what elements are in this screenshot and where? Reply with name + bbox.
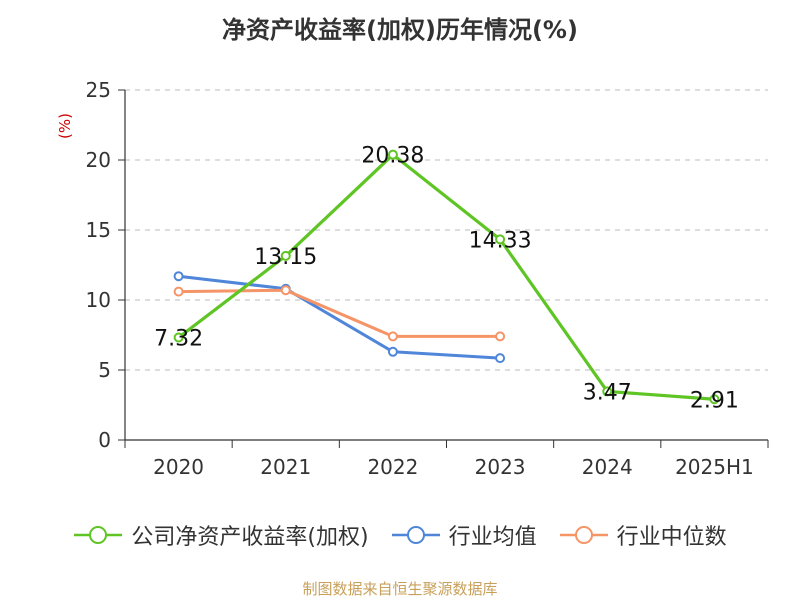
series-line-industry-median bbox=[178, 288, 501, 338]
x-tick-label: 2023 bbox=[475, 455, 526, 479]
legend-line-marker-icon bbox=[74, 526, 123, 544]
axes: 0 5 10 15 20 25 2020 2021 2022 2023 2024 2025H1 bbox=[86, 78, 769, 479]
data-point-industry-median[interactable] bbox=[280, 285, 291, 296]
data-point-industry-average[interactable] bbox=[495, 353, 506, 364]
data-point-company-roe[interactable] bbox=[280, 250, 291, 261]
data-label: 14.33 bbox=[469, 228, 532, 253]
y-tick-label: 10 bbox=[86, 288, 111, 312]
data-point-company-roe[interactable] bbox=[709, 394, 720, 405]
y-tick-label: 5 bbox=[98, 358, 111, 382]
data-point-company-roe[interactable] bbox=[387, 149, 398, 160]
data-point-company-roe[interactable] bbox=[495, 234, 506, 245]
data-point-industry-average[interactable] bbox=[387, 346, 398, 357]
data-point-company-roe[interactable] bbox=[602, 386, 613, 397]
data-points bbox=[173, 149, 720, 405]
y-tick-label: 25 bbox=[86, 78, 111, 102]
data-label: 2.91 bbox=[690, 388, 739, 413]
legend-label-industry-median: 行业中位数 bbox=[616, 525, 727, 550]
series-line-industry-average bbox=[178, 274, 501, 360]
legend-item-company[interactable]: 公司净资产收益率(加权) bbox=[73, 519, 369, 551]
series-line-company-roe bbox=[177, 153, 715, 401]
data-point-company-roe[interactable] bbox=[173, 332, 184, 343]
chart-title: 净资产收益率(加权)历年情况(%) bbox=[222, 16, 578, 44]
legend-item-industry-average[interactable]: 行业均值 bbox=[391, 519, 537, 551]
data-label: 13.15 bbox=[254, 245, 317, 270]
data-point-industry-median[interactable] bbox=[495, 331, 506, 342]
x-tick-label: 2024 bbox=[582, 455, 633, 479]
y-axis-unit-label: (%) bbox=[56, 113, 74, 139]
y-tick-label: 20 bbox=[86, 148, 111, 172]
legend: 公司净资产收益率(加权) 行业均值 行业中位数 bbox=[0, 519, 800, 551]
data-label: 3.47 bbox=[583, 380, 632, 405]
legend-label-company: 公司净资产收益率(加权) bbox=[131, 525, 369, 550]
x-tick-label: 2020 bbox=[153, 455, 204, 479]
data-source-note: 制图数据来自恒生聚源数据库 bbox=[302, 580, 498, 598]
data-label: 7.32 bbox=[154, 327, 203, 352]
data-labels: 7.32 13.15 20.38 14.33 3.47 2.91 bbox=[154, 144, 739, 414]
legend-label-industry-average: 行业均值 bbox=[448, 525, 537, 550]
y-tick-label: 0 bbox=[98, 428, 111, 452]
legend-item-industry-median[interactable]: 行业中位数 bbox=[559, 519, 727, 551]
data-point-industry-median[interactable] bbox=[173, 286, 184, 297]
y-tick-label: 15 bbox=[86, 218, 111, 242]
x-tick-label: 2021 bbox=[260, 455, 311, 479]
grid-lines bbox=[125, 89, 768, 371]
data-point-industry-average[interactable] bbox=[173, 271, 184, 282]
data-point-industry-median[interactable] bbox=[387, 331, 398, 342]
data-label: 20.38 bbox=[361, 144, 424, 169]
x-tick-label: 2022 bbox=[367, 455, 418, 479]
series-lines bbox=[177, 153, 715, 401]
legend-line-marker-icon bbox=[559, 526, 608, 544]
legend-line-marker-icon bbox=[391, 526, 440, 544]
x-tick-label: 2025H1 bbox=[675, 455, 754, 479]
